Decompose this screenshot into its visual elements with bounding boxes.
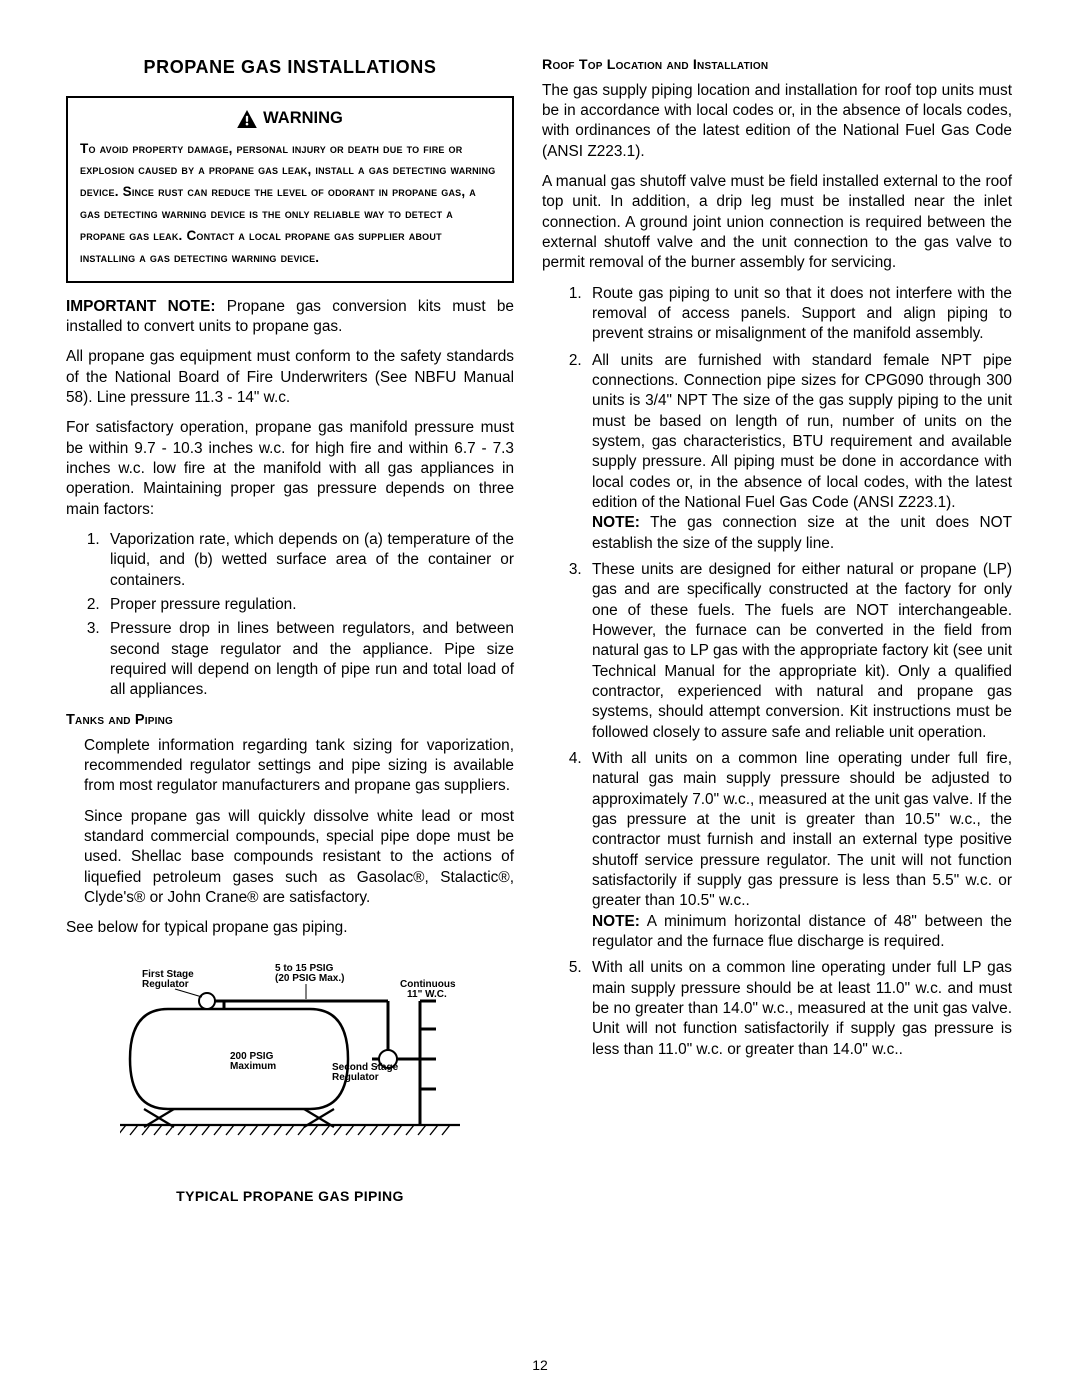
warning-label: WARNING [263, 108, 343, 130]
step-text: Route gas piping to unit so that it does… [592, 285, 1012, 343]
svg-text:(20 PSIG Max.): (20 PSIG Max.) [275, 973, 344, 984]
propane-piping-diagram: First Stage Regulator 5 to 15 PSIG (20 P… [120, 951, 460, 1163]
important-label: IMPORTANT NOTE: [66, 298, 215, 315]
warning-triangle-icon [237, 110, 257, 128]
note-label: NOTE: [592, 913, 640, 930]
roof-p2: A manual gas shutoff valve must be field… [542, 172, 1012, 274]
svg-text:Regulator: Regulator [142, 979, 189, 990]
main-title: PROPANE GAS INSTALLATIONS [66, 56, 514, 80]
important-note: IMPORTANT NOTE: Propane gas conversion k… [66, 297, 514, 338]
tanks-heading: Tanks and Piping [66, 711, 514, 730]
roof-heading: Roof Top Location and Installation [542, 56, 1012, 75]
tanks-p2: Since propane gas will quickly dissolve … [84, 807, 514, 909]
list-item: With all units on a common line operatin… [586, 958, 1012, 1060]
page-content: PROPANE GAS INSTALLATIONS WARNING To avo… [0, 0, 1080, 1255]
roof-p1: The gas supply piping location and insta… [542, 81, 1012, 162]
left-column: PROPANE GAS INSTALLATIONS WARNING To avo… [66, 56, 514, 1215]
list-item: These units are designed for either natu… [586, 560, 1012, 743]
para-safety: All propane gas equipment must conform t… [66, 347, 514, 408]
svg-text:11" W.C.: 11" W.C. [407, 989, 447, 1000]
para-manifold: For satisfactory operation, propane gas … [66, 418, 514, 520]
see-below: See below for typical propane gas piping… [66, 918, 514, 938]
warning-box: WARNING To avoid property damage, person… [66, 96, 514, 283]
list-item: All units are furnished with standard fe… [586, 351, 1012, 554]
note-text: The gas connection size at the unit does… [592, 514, 1012, 551]
step-text: These units are designed for either natu… [592, 561, 1012, 741]
tanks-subsection: Complete information regarding tank sizi… [66, 736, 514, 909]
svg-text:Maximum: Maximum [230, 1061, 276, 1072]
svg-text:Regulator: Regulator [332, 1072, 379, 1083]
list-item: Vaporization rate, which depends on (a) … [104, 530, 514, 591]
diagram-container: First Stage Regulator 5 to 15 PSIG (20 P… [66, 951, 514, 1206]
factors-list: Vaporization rate, which depends on (a) … [66, 530, 514, 701]
page-number: 12 [0, 1357, 1080, 1373]
note-label: NOTE: [592, 514, 640, 531]
note-text: A minimum horizontal distance of 48" bet… [592, 913, 1012, 950]
list-item: Pressure drop in lines between regulator… [104, 619, 514, 700]
list-item: Proper pressure regulation. [104, 595, 514, 615]
step-text: With all units on a common line operatin… [592, 959, 1012, 1057]
warning-heading: WARNING [80, 108, 500, 130]
list-item: Route gas piping to unit so that it does… [586, 284, 1012, 345]
step-text: With all units on a common line operatin… [592, 750, 1012, 909]
installation-steps: Route gas piping to unit so that it does… [542, 284, 1012, 1060]
warning-text: To avoid property damage, personal injur… [80, 138, 500, 269]
diagram-caption: TYPICAL PROPANE GAS PIPING [66, 1187, 514, 1205]
list-item: With all units on a common line operatin… [586, 749, 1012, 952]
tanks-p1: Complete information regarding tank sizi… [84, 736, 514, 797]
right-column: Roof Top Location and Installation The g… [542, 56, 1012, 1215]
step-text: All units are furnished with standard fe… [592, 352, 1012, 511]
